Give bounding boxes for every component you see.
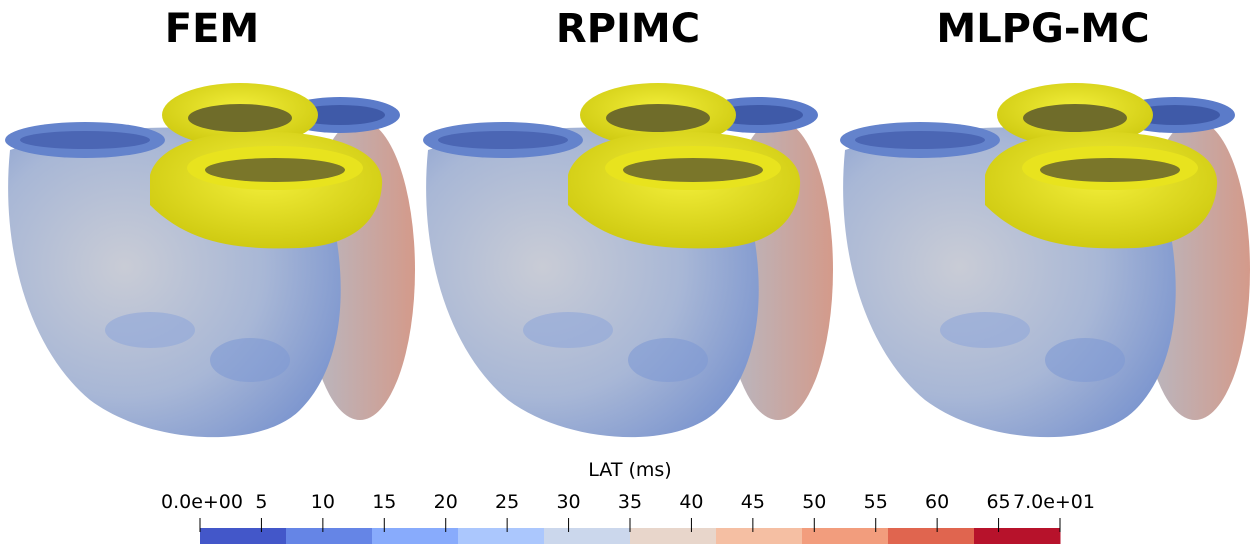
colorbar-tick-label: 60 — [925, 491, 949, 513]
colorbar-title: LAT (ms) — [588, 459, 671, 481]
panel-title: MLPG-MC — [936, 6, 1149, 52]
colorbar-tick-label: 10 — [311, 491, 335, 513]
colorbar-band — [716, 528, 803, 544]
colorbar-band — [200, 528, 287, 544]
heart-render — [423, 83, 833, 438]
colorbar-tick-label: 0.0e+00 — [161, 491, 243, 513]
colorbar-tick-label: 25 — [495, 491, 519, 513]
colorbar-tick-label: 55 — [864, 491, 888, 513]
heart-render — [840, 83, 1250, 438]
colorbar-tick-label: 40 — [679, 491, 703, 513]
colorbar-tick-label: 65 — [986, 491, 1010, 513]
colorbar-band — [802, 528, 889, 544]
colorbar-tick-label: 15 — [372, 491, 396, 513]
heart-render — [5, 83, 415, 438]
colorbar-tick-label: 45 — [741, 491, 765, 513]
colorbar-tick-label: 35 — [618, 491, 642, 513]
colorbar-band — [286, 528, 373, 544]
colorbar-band — [888, 528, 975, 544]
colorbar-tick-label: 30 — [556, 491, 580, 513]
colorbar-tick-label: 7.0e+01 — [1013, 491, 1095, 513]
colorbar-band — [372, 528, 459, 544]
panel-title: FEM — [165, 6, 259, 52]
colorbar-tick-label: 20 — [434, 491, 458, 513]
colorbar-tick-label: 50 — [802, 491, 826, 513]
colorbar-band — [630, 528, 717, 544]
colorbar-tick-label: 5 — [255, 491, 267, 513]
panel-title: RPIMC — [556, 6, 700, 52]
colorbar-band — [458, 528, 545, 544]
colorbar-band — [544, 528, 631, 544]
colorbar-band — [974, 528, 1061, 544]
